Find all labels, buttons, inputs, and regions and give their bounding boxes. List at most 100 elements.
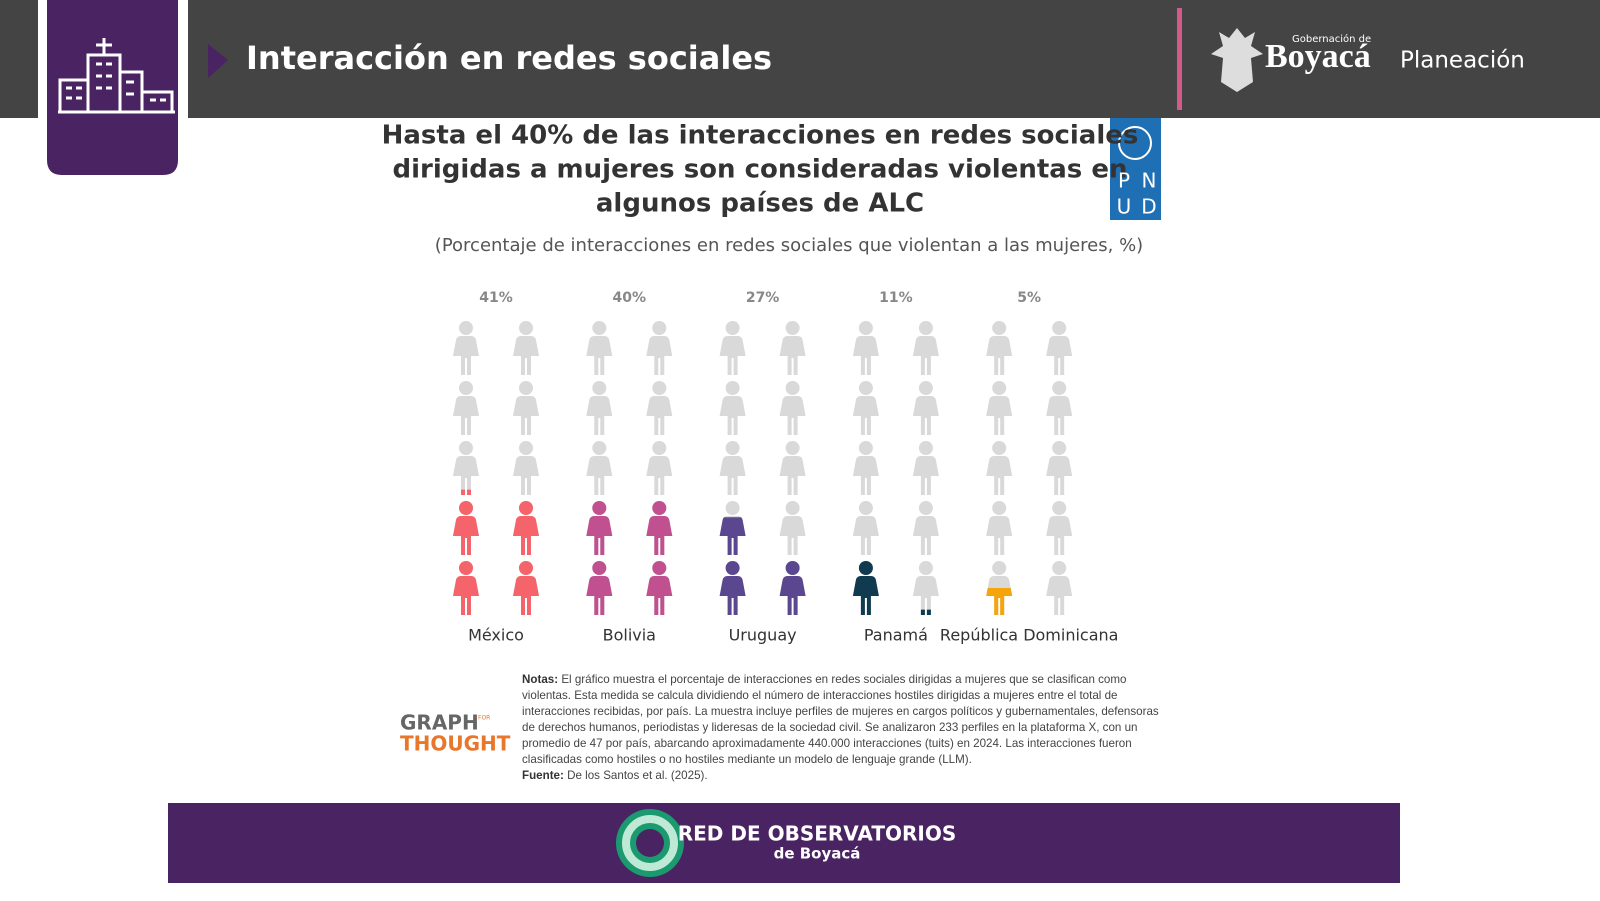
figure-body	[513, 456, 539, 495]
figure-head	[992, 501, 1007, 515]
figure-head	[592, 561, 607, 575]
category-label: Panamá	[864, 626, 928, 645]
divider	[1177, 8, 1182, 110]
logo-small: Gobernación de	[1292, 33, 1371, 45]
source-text: De los Santos et al. (2025).	[567, 769, 708, 782]
figure-head	[918, 561, 933, 575]
figure-fill	[513, 561, 539, 615]
category-label: Uruguay	[729, 626, 797, 645]
figure-body	[646, 516, 673, 555]
figure-body	[646, 336, 673, 375]
figure-head	[992, 561, 1007, 575]
figure-fill	[461, 489, 471, 495]
figure-head	[785, 501, 800, 515]
figure-body	[453, 516, 479, 555]
figure-body	[986, 516, 1013, 555]
pictogram	[586, 321, 673, 615]
figure-body	[646, 576, 673, 615]
figure-head	[652, 561, 667, 575]
figure-head	[459, 381, 473, 395]
pictogram	[719, 321, 806, 615]
figure-head	[725, 501, 740, 515]
figure-fill	[586, 501, 613, 555]
figure-body	[1046, 396, 1073, 435]
figure-body	[719, 456, 746, 495]
logo-side: Planeación	[1400, 48, 1525, 74]
crest	[1211, 28, 1263, 92]
figure-fill	[779, 561, 806, 615]
figure-head	[459, 501, 473, 515]
un-logo	[1110, 118, 1161, 220]
figure-body	[779, 336, 806, 375]
figure-body	[986, 336, 1013, 375]
header-block	[0, 0, 38, 118]
figure-head	[652, 381, 667, 395]
figure-body	[586, 456, 613, 495]
footer-logo-core	[636, 829, 664, 857]
figure-head	[459, 561, 473, 575]
figure-fill	[646, 501, 673, 555]
figure-body	[986, 588, 1013, 615]
figure-head	[992, 381, 1007, 395]
figure-fill	[920, 609, 931, 615]
figure-head	[918, 381, 933, 395]
figure-fill	[852, 561, 879, 615]
figure-body	[586, 336, 613, 375]
un-letter: U	[1117, 195, 1132, 219]
figure-fill	[719, 561, 746, 615]
figure-body	[912, 516, 939, 555]
brand-small: FOR	[478, 715, 490, 722]
chart-title: algunos países de ALC	[596, 189, 924, 219]
footer-logo-ring	[622, 815, 678, 871]
figure-body	[852, 576, 879, 615]
figure-head	[785, 441, 800, 455]
figure-body	[779, 576, 806, 615]
figure-head	[519, 321, 533, 335]
figure-head	[592, 501, 607, 515]
figure-body	[852, 336, 879, 375]
source-label: Fuente:	[522, 769, 564, 782]
figure-head	[519, 441, 533, 455]
figure-head	[918, 321, 933, 335]
brand-line1: GRAPH	[400, 711, 479, 735]
figure-body	[1046, 516, 1073, 555]
figure-body	[779, 456, 806, 495]
figure-body	[586, 516, 613, 555]
chart-subtitle: (Porcentaje de interacciones en redes so…	[435, 235, 1143, 256]
footer-line1: RED DE OBSERVATORIOS	[678, 822, 957, 846]
pictogram	[852, 321, 939, 615]
figure-body	[986, 396, 1013, 435]
figure-head	[992, 441, 1007, 455]
figure-head	[1052, 381, 1067, 395]
figure-head	[459, 321, 473, 335]
figure-head	[918, 501, 933, 515]
un-emblem	[1118, 126, 1152, 160]
figure-body	[912, 336, 939, 375]
figure-body	[453, 576, 479, 615]
figure-head	[1052, 561, 1067, 575]
figure-fill	[986, 588, 1013, 615]
figure-fill	[586, 561, 613, 615]
figure-head	[519, 561, 533, 575]
figure-head	[725, 441, 740, 455]
figure-body	[1046, 576, 1073, 615]
figure-body	[513, 396, 539, 435]
figure-body	[461, 489, 471, 495]
un-letter: P	[1118, 169, 1130, 193]
figure-head	[519, 381, 533, 395]
header-arrow	[208, 44, 228, 78]
icon-tile	[47, 0, 178, 175]
figure-head	[785, 381, 800, 395]
figure-body	[852, 456, 879, 495]
value-label: 27%	[746, 290, 780, 306]
figure-body	[719, 396, 746, 435]
figure-body	[453, 456, 479, 495]
figure-head	[592, 441, 607, 455]
figure-head	[1052, 321, 1067, 335]
figure-fill	[646, 561, 673, 615]
figure-body	[586, 396, 613, 435]
figure-body	[513, 516, 539, 555]
footer-line2: de Boyacá	[774, 845, 861, 863]
